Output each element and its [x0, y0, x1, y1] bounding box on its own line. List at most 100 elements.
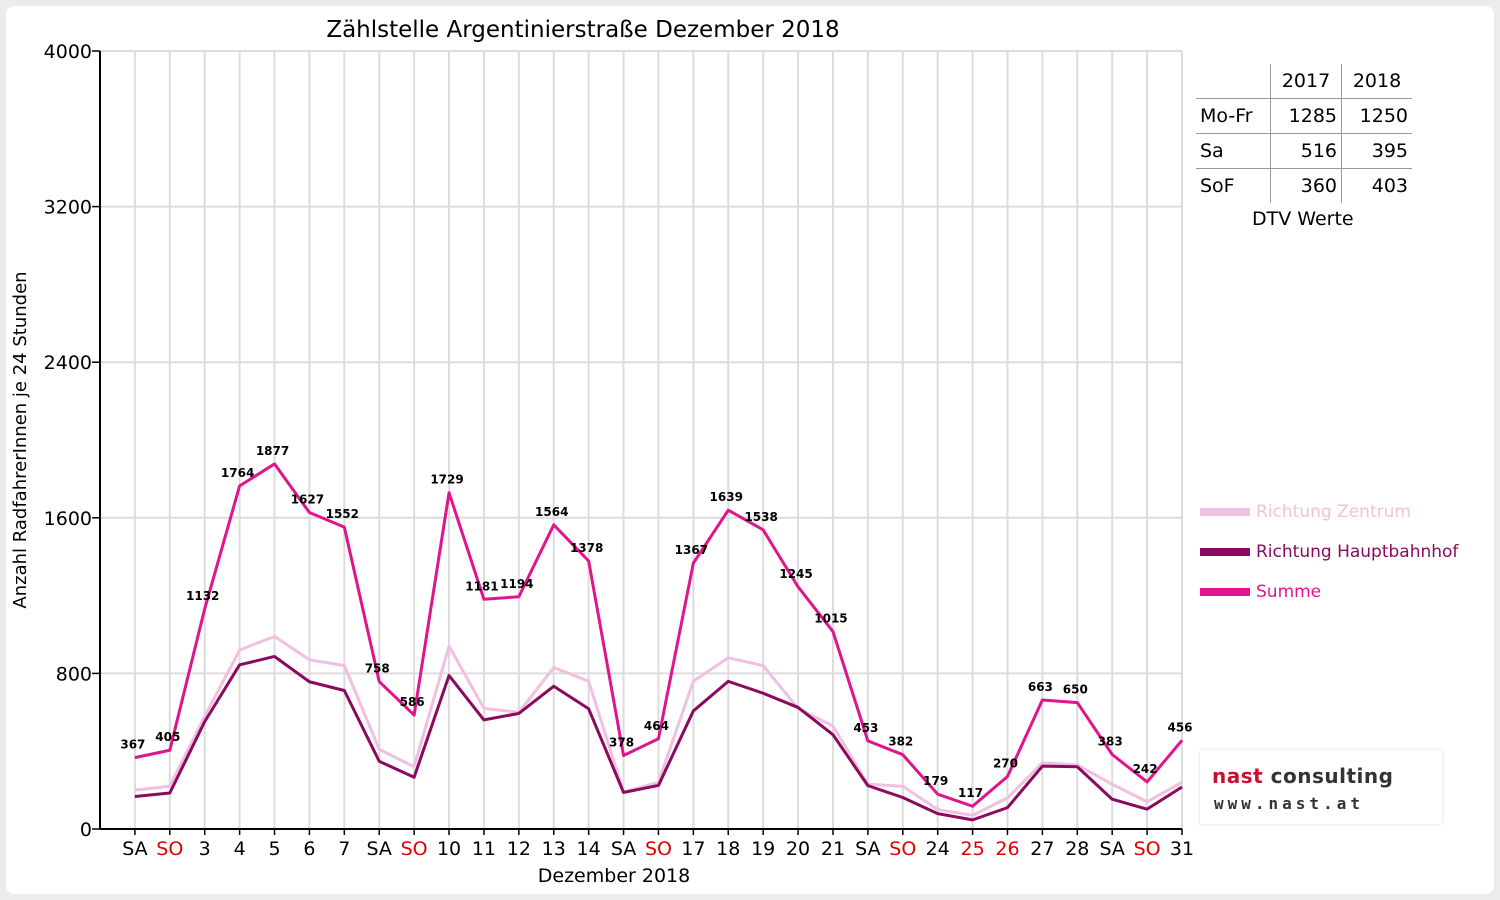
x-tick-label: 4 [234, 838, 246, 860]
logo-wordmark-nast: nast [1212, 764, 1264, 788]
data-label: 1132 [186, 589, 219, 603]
data-label: 1015 [814, 612, 847, 626]
logo-wordmark-consulting: consulting [1263, 764, 1394, 788]
x-tick-label: SA [1099, 838, 1124, 860]
x-tick-label: 24 [926, 838, 950, 860]
data-label: 464 [644, 719, 669, 733]
x-tick-label: 31 [1170, 838, 1194, 860]
x-tick-label: SO [1134, 838, 1161, 860]
x-tick-label: 3 [199, 838, 211, 860]
data-label: 378 [609, 735, 634, 749]
x-tick-label: 19 [751, 838, 775, 860]
data-label: 1181 [465, 579, 498, 593]
data-label: 650 [1063, 683, 1088, 697]
data-label: 1245 [779, 567, 812, 581]
data-label: 1877 [256, 444, 289, 458]
data-label: 1627 [291, 493, 324, 507]
dtv-value-2018: 1250 [1341, 98, 1412, 134]
data-label: 1764 [221, 466, 254, 480]
legend-swatch-hauptbahnhof [1200, 548, 1250, 556]
data-label: 179 [923, 774, 948, 788]
data-label: 1639 [710, 490, 743, 504]
data-label: 1564 [535, 505, 568, 519]
x-axis-label: Dezember 2018 [538, 865, 690, 887]
data-label: 456 [1167, 720, 1192, 734]
data-label: 586 [400, 695, 425, 709]
x-tick-label: 5 [268, 838, 280, 860]
legend-item-hauptbahnhof: Richtung Hauptbahnhof [1200, 532, 1458, 572]
y-tick-label: 1600 [44, 508, 92, 530]
x-tick-label: SO [156, 838, 183, 860]
data-label: 1378 [570, 541, 603, 555]
data-label: 758 [365, 662, 390, 676]
data-label: 242 [1133, 762, 1158, 776]
dtv-value-2017: 360 [1270, 168, 1342, 203]
legend: Richtung Zentrum Richtung Hauptbahnhof S… [1200, 492, 1458, 612]
x-tick-label: 18 [716, 838, 740, 860]
dtv-header-row: 2017 2018 [1196, 64, 1412, 99]
data-label: 405 [155, 730, 180, 744]
data-label: 1552 [326, 507, 359, 521]
x-tick-label: SO [645, 838, 672, 860]
y-tick-label: 3200 [44, 197, 92, 219]
data-label: 383 [1098, 735, 1123, 749]
data-label: 117 [958, 786, 983, 800]
series-line-summe [134, 462, 1184, 808]
dtv-header-2017: 2017 [1270, 64, 1342, 99]
data-label: 1367 [675, 543, 708, 557]
dtv-value-2017: 1285 [1270, 98, 1342, 134]
x-tick-label: 6 [303, 838, 315, 860]
x-tick-label: SA [611, 838, 636, 860]
dtv-row: SoF 360 403 [1196, 168, 1412, 203]
x-tick-label: SO [889, 838, 916, 860]
dtv-table: 2017 2018 Mo-Fr 1285 1250 Sa 516 395 SoF… [1196, 64, 1412, 203]
data-label: 1729 [430, 473, 463, 487]
dtv-caption: DTV Werte [1252, 208, 1354, 230]
x-tick-label: 12 [507, 838, 531, 860]
x-tick-label: SA [122, 838, 147, 860]
x-tick-label: 14 [577, 838, 601, 860]
x-tick-label: 17 [681, 838, 705, 860]
legend-item-summe: Summe [1200, 572, 1458, 612]
legend-swatch-zentrum [1200, 508, 1250, 516]
y-axis-label: Anzahl RadfahrerInnen je 24 Stunden [10, 271, 31, 608]
x-tick-label: 25 [960, 838, 984, 860]
x-tick-label: 7 [338, 838, 350, 860]
chart-title: Zählstelle Argentinierstraße Dezember 20… [326, 17, 839, 43]
dtv-header-empty [1196, 64, 1271, 99]
y-tick-label: 4000 [44, 41, 92, 63]
dtv-header-2018: 2018 [1341, 64, 1412, 99]
nast-consulting-logo: nast consulting www.nast.at [1200, 750, 1442, 824]
dtv-row: Mo-Fr 1285 1250 [1196, 98, 1412, 134]
y-tick-label: 2400 [44, 352, 92, 374]
logo-url: www.nast.at [1214, 794, 1364, 813]
y-tick-label: 0 [80, 819, 92, 841]
x-tick-label: SO [401, 838, 428, 860]
legend-label-zentrum: Richtung Zentrum [1256, 502, 1411, 522]
y-tick-label: 800 [56, 663, 92, 685]
x-tick-label: 26 [995, 838, 1019, 860]
dtv-row: Sa 516 395 [1196, 133, 1412, 169]
x-tick-label: 11 [472, 838, 496, 860]
x-tick-label: SA [855, 838, 880, 860]
data-label: 270 [993, 756, 1018, 770]
x-tick-label: 21 [821, 838, 845, 860]
data-label: 382 [888, 735, 913, 749]
dtv-row-label: Sa [1196, 133, 1271, 169]
x-tick-label: 28 [1065, 838, 1089, 860]
legend-label-hauptbahnhof: Richtung Hauptbahnhof [1256, 542, 1459, 562]
data-label: 1538 [744, 510, 777, 524]
data-label: 663 [1028, 680, 1053, 694]
data-label: 367 [120, 738, 145, 752]
x-tick-label: SA [367, 838, 392, 860]
series-line-hauptbahnhof [134, 654, 1183, 822]
x-tick-label: 10 [437, 838, 461, 860]
legend-item-zentrum: Richtung Zentrum [1200, 492, 1458, 532]
x-tick-label: 27 [1030, 838, 1054, 860]
dtv-value-2018: 395 [1341, 133, 1412, 169]
dtv-row-label: Mo-Fr [1196, 98, 1271, 134]
x-tick-label: 20 [786, 838, 810, 860]
legend-label-summe: Summe [1256, 582, 1322, 602]
logo-wordmark: nast consulting [1212, 764, 1393, 788]
